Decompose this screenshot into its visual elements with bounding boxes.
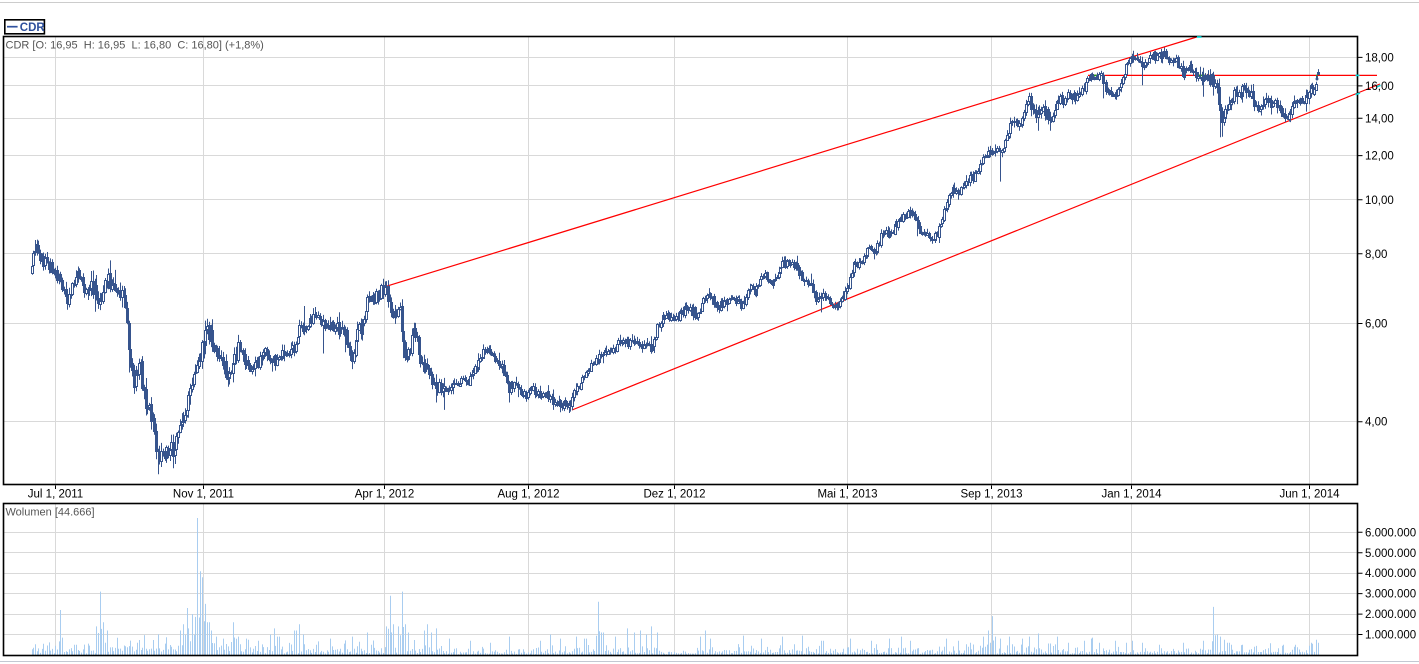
svg-text:14,00: 14,00	[1365, 113, 1394, 125]
svg-text:CDR: CDR	[20, 22, 46, 34]
svg-text:Apr 1, 2012: Apr 1, 2012	[355, 489, 414, 501]
svg-text:Aug 1, 2012: Aug 1, 2012	[497, 489, 559, 501]
svg-text:4.000.000: 4.000.000	[1365, 568, 1416, 580]
svg-text:Jan 1, 2014: Jan 1, 2014	[1101, 489, 1162, 501]
svg-text:6,00: 6,00	[1365, 319, 1387, 331]
svg-text:Jul 1, 2011: Jul 1, 2011	[28, 489, 83, 501]
svg-text:6.000.000: 6.000.000	[1365, 527, 1416, 539]
svg-text:Nov 1, 2011: Nov 1, 2011	[173, 489, 234, 501]
svg-text:CDR [O: 16,95 H: 16,95 L: 16: CDR [O: 16,95 H: 16,95 L: 16,80 C: 16,80…	[6, 40, 264, 52]
svg-text:12,00: 12,00	[1365, 151, 1394, 163]
svg-text:4,00: 4,00	[1365, 417, 1387, 429]
svg-text:2.000.000: 2.000.000	[1365, 609, 1416, 621]
svg-text:5.000.000: 5.000.000	[1365, 548, 1416, 560]
svg-text:Sep 1, 2013: Sep 1, 2013	[960, 489, 1022, 501]
svg-text:16,00: 16,00	[1365, 81, 1394, 93]
svg-text:Jun 1, 2014: Jun 1, 2014	[1279, 489, 1340, 501]
svg-text:1.000.000: 1.000.000	[1365, 630, 1416, 642]
svg-text:Wolumen [44.666]: Wolumen [44.666]	[6, 507, 95, 519]
svg-text:10,00: 10,00	[1365, 195, 1394, 207]
svg-text:8,00: 8,00	[1365, 249, 1387, 261]
svg-text:Dez 1, 2012: Dez 1, 2012	[643, 489, 705, 501]
svg-text:3.000.000: 3.000.000	[1365, 589, 1416, 601]
svg-text:18,00: 18,00	[1365, 52, 1394, 64]
svg-text:Mai 1, 2013: Mai 1, 2013	[817, 489, 877, 501]
